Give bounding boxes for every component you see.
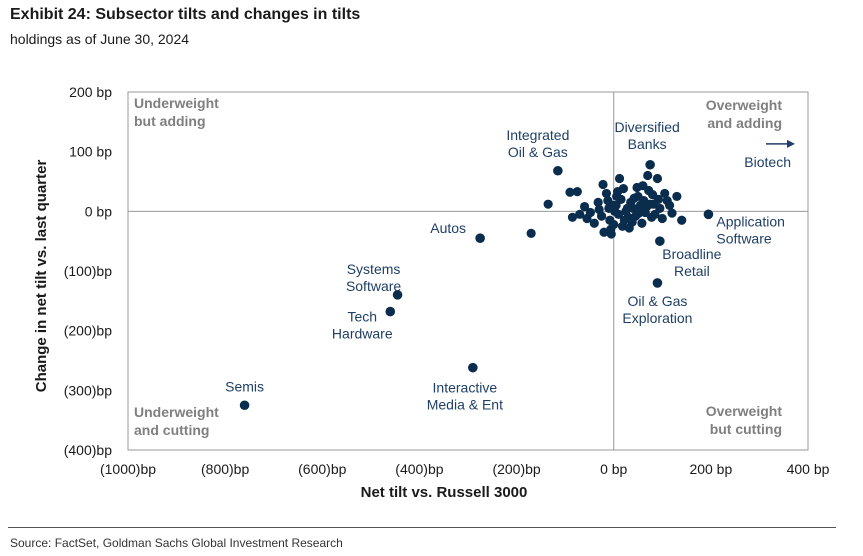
point-label: Banks — [628, 136, 667, 152]
point-label: Integrated — [506, 127, 569, 143]
scatter-point — [567, 212, 578, 222]
point-label: Interactive — [433, 380, 498, 396]
footer-divider — [8, 527, 836, 528]
scatter-point — [647, 212, 657, 222]
scatter-point — [526, 228, 536, 239]
point-label: Oil & Gas — [508, 144, 568, 160]
x-tick-label: 0 bp — [600, 461, 627, 477]
scatter-point — [664, 200, 675, 210]
scatter-point-labeled — [392, 290, 403, 300]
y-tick-label: 200 bp — [69, 84, 112, 100]
point-label: Diversified — [614, 119, 679, 135]
scatter-point — [644, 185, 654, 196]
point-label: Broadline — [662, 246, 721, 262]
scatter-point-labeled — [553, 165, 563, 176]
y-tick-label: 100 bp — [69, 144, 112, 160]
y-tick-label: (400)bp — [64, 442, 112, 458]
scatter-point — [575, 209, 585, 219]
scatter-point-labeled — [645, 159, 655, 170]
scatter-point — [579, 201, 590, 212]
offscale-arrow-icon — [787, 139, 795, 148]
point-label: Biotech — [744, 154, 791, 170]
source-note: Source: FactSet, Goldman Sachs Global In… — [10, 536, 343, 550]
x-tick-label: (200)bp — [492, 461, 540, 477]
y-tick-label: 0 bp — [85, 203, 112, 219]
scatter-point — [543, 199, 553, 209]
scatter-point-labeled — [703, 209, 714, 220]
x-tick-label: (800)bp — [201, 461, 249, 477]
x-tick-label: 200 bp — [689, 461, 732, 477]
point-label: Exploration — [622, 310, 692, 326]
scatter-point — [622, 203, 632, 213]
scatter-point — [660, 188, 670, 199]
scatter-point — [652, 173, 663, 184]
scatter-point — [653, 194, 664, 204]
y-tick-label: (300)bp — [64, 382, 112, 398]
scatter-point — [612, 191, 622, 202]
point-label: Software — [346, 278, 401, 294]
scatter-point — [614, 173, 625, 184]
scatter-point — [637, 218, 647, 228]
point-label: Media & Ent — [427, 397, 503, 413]
scatter-point-labeled — [475, 233, 485, 243]
point-label: Application — [716, 213, 785, 229]
quadrant-label: and cutting — [134, 422, 209, 438]
scatter-point — [565, 187, 575, 197]
point-label: Software — [716, 230, 771, 246]
quadrant-label: Underweight — [134, 404, 219, 420]
plot-frame — [127, 91, 809, 451]
quadrant-label: Overweight — [706, 97, 783, 113]
scatter-point — [624, 223, 634, 233]
scatter-point-labeled — [655, 236, 665, 246]
scatter-point — [672, 191, 682, 202]
quadrant-label: and adding — [707, 115, 782, 131]
point-label: Autos — [430, 220, 466, 236]
quadrant-label: but adding — [134, 113, 206, 129]
point-label: Systems — [347, 261, 401, 277]
scatter-point — [601, 188, 612, 199]
scatter-point — [593, 197, 603, 207]
scatter-point — [657, 213, 667, 224]
scatter-point — [632, 182, 642, 193]
x-tick-label: (1000)bp — [100, 461, 156, 477]
scatter-point — [610, 206, 620, 216]
point-label: Tech — [347, 309, 377, 325]
scatter-point — [634, 208, 644, 218]
y-tick-label: (200)bp — [64, 323, 112, 339]
x-tick-label: (400)bp — [395, 461, 443, 477]
point-label: Retail — [674, 263, 710, 279]
scatter-point — [629, 193, 639, 203]
scatter-point-labeled — [239, 400, 250, 411]
chart-subtitle: holdings as of June 30, 2024 — [10, 31, 190, 47]
scatter-point — [585, 207, 596, 218]
x-axis-title: Net tilt vs. Russell 3000 — [361, 484, 528, 501]
scatter-point — [589, 218, 599, 228]
scatter-point — [639, 195, 649, 206]
y-tick-label: (100)bp — [64, 263, 112, 279]
scatter-point — [643, 170, 653, 181]
chart-title: Exhibit 24: Subsector tilts and changes … — [10, 6, 361, 23]
x-tick-label: 400 bp — [787, 461, 830, 477]
scatter-point-labeled — [385, 306, 396, 317]
x-tick-label: (600)bp — [298, 461, 346, 477]
y-axis-title: Change in net tilt vs. last quarter — [33, 160, 50, 393]
scatter-point — [667, 208, 677, 218]
scatter-chart: 200 bp 100 bp 0 bp (100)bp (200)bp (300)bp (40… — [33, 84, 830, 501]
scatter-point-labeled — [652, 278, 663, 288]
scatter-point-labeled — [468, 362, 478, 373]
scatter-point — [606, 224, 616, 234]
point-label: Hardware — [332, 326, 393, 342]
scatter-point — [598, 179, 608, 190]
scatter-point — [603, 195, 613, 206]
scatter-point — [596, 211, 607, 221]
quadrant-label: Underweight — [134, 95, 219, 111]
point-label: Semis — [225, 378, 264, 394]
quadrant-label: but cutting — [710, 421, 782, 437]
point-label: Oil & Gas — [627, 293, 687, 309]
scatter-point — [677, 215, 687, 225]
scatter-point — [619, 215, 630, 225]
quadrant-label: Overweight — [706, 403, 783, 419]
scatter-point — [572, 187, 582, 197]
